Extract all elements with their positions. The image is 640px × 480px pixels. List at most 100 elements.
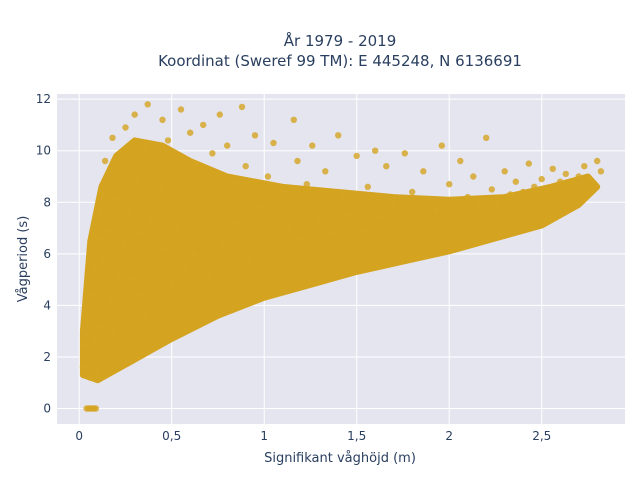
data-point <box>92 405 100 412</box>
data-point <box>581 163 588 170</box>
data-point <box>507 191 514 198</box>
data-point <box>470 173 477 180</box>
data-point <box>488 186 495 193</box>
x-tick-labels: 0 0,5 1 1,5 2 2,5 <box>75 429 551 443</box>
data-point <box>216 111 223 118</box>
data-point <box>335 132 342 139</box>
data-point <box>322 168 329 175</box>
data-point <box>227 276 235 283</box>
data-point <box>359 227 366 234</box>
data-point <box>346 212 353 219</box>
y-axis-title: Vågperiod (s) <box>16 216 31 303</box>
data-point <box>94 369 101 376</box>
x-tick-label: 1,5 <box>347 429 366 443</box>
data-point <box>557 178 564 185</box>
data-point <box>275 261 283 268</box>
data-point <box>531 183 538 190</box>
data-point <box>113 196 120 203</box>
data-point <box>383 163 390 170</box>
data-point <box>135 291 142 299</box>
data-point <box>168 281 175 288</box>
data-point <box>364 183 371 190</box>
data-point <box>150 261 157 268</box>
data-point <box>242 163 249 170</box>
data-point <box>512 178 519 185</box>
data-point <box>285 224 292 232</box>
data-point <box>81 343 89 350</box>
data-point <box>114 271 122 278</box>
data-point <box>409 188 416 196</box>
data-point <box>309 142 316 149</box>
x-tick-label: 2,5 <box>532 429 551 443</box>
data-point <box>290 116 297 124</box>
data-point <box>475 201 482 209</box>
data-point <box>264 173 272 180</box>
y-tick-label: 2 <box>43 350 51 364</box>
data-point <box>438 142 445 149</box>
data-point <box>163 245 170 252</box>
data-point <box>251 132 259 139</box>
data-point <box>157 186 164 193</box>
data-point <box>316 217 323 224</box>
data-point <box>137 230 144 237</box>
data-point <box>420 168 427 175</box>
data-point <box>568 181 575 188</box>
data-point <box>187 129 194 136</box>
data-point <box>303 181 310 188</box>
data-point <box>101 157 109 165</box>
data-point <box>142 312 149 319</box>
y-tick-label: 0 <box>43 402 51 416</box>
data-point <box>98 188 105 196</box>
data-point <box>126 206 133 214</box>
data-point <box>90 338 98 345</box>
data-point <box>133 175 140 183</box>
data-point <box>427 196 434 203</box>
y-tick-label: 10 <box>36 144 51 158</box>
x-tick-label: 2 <box>445 429 453 443</box>
data-point <box>220 240 227 247</box>
data-point <box>575 173 582 180</box>
data-point <box>79 364 87 371</box>
data-point <box>107 297 114 304</box>
data-point <box>172 170 179 178</box>
data-point <box>238 103 246 111</box>
data-point <box>146 217 153 224</box>
data-point <box>414 212 421 219</box>
data-point <box>155 302 162 309</box>
data-point <box>520 188 527 196</box>
data-point <box>562 170 569 178</box>
data-point <box>159 116 166 124</box>
data-point <box>177 106 185 113</box>
data-point <box>340 193 347 201</box>
data-point <box>464 193 471 201</box>
data-point <box>538 175 545 183</box>
data-point <box>353 152 360 160</box>
data-points <box>79 101 605 412</box>
data-point <box>92 266 100 273</box>
data-point <box>190 250 198 257</box>
chart-title-line-2: Koordinat (Sweref 99 TM): E 445248, N 61… <box>158 52 522 70</box>
data-point <box>494 199 501 206</box>
data-point <box>94 235 101 242</box>
data-point <box>111 328 118 335</box>
data-point <box>140 144 148 152</box>
data-point <box>120 240 127 247</box>
x-axis-title: Signifikant våghöjd (m) <box>264 451 416 466</box>
data-point <box>200 121 207 129</box>
data-point <box>594 157 601 165</box>
data-point <box>209 150 216 157</box>
data-point <box>446 181 453 188</box>
data-point <box>127 276 135 283</box>
data-point <box>122 124 129 131</box>
data-point <box>174 224 181 232</box>
data-point <box>212 199 220 206</box>
data-point <box>118 165 126 172</box>
data-point <box>181 266 188 273</box>
data-point <box>483 134 490 141</box>
x-tick-label: 0 <box>75 429 83 443</box>
data-point <box>231 178 238 185</box>
data-point <box>224 142 231 149</box>
y-tick-label: 12 <box>36 92 51 106</box>
data-point <box>597 168 605 175</box>
y-tick-label: 6 <box>43 247 51 261</box>
